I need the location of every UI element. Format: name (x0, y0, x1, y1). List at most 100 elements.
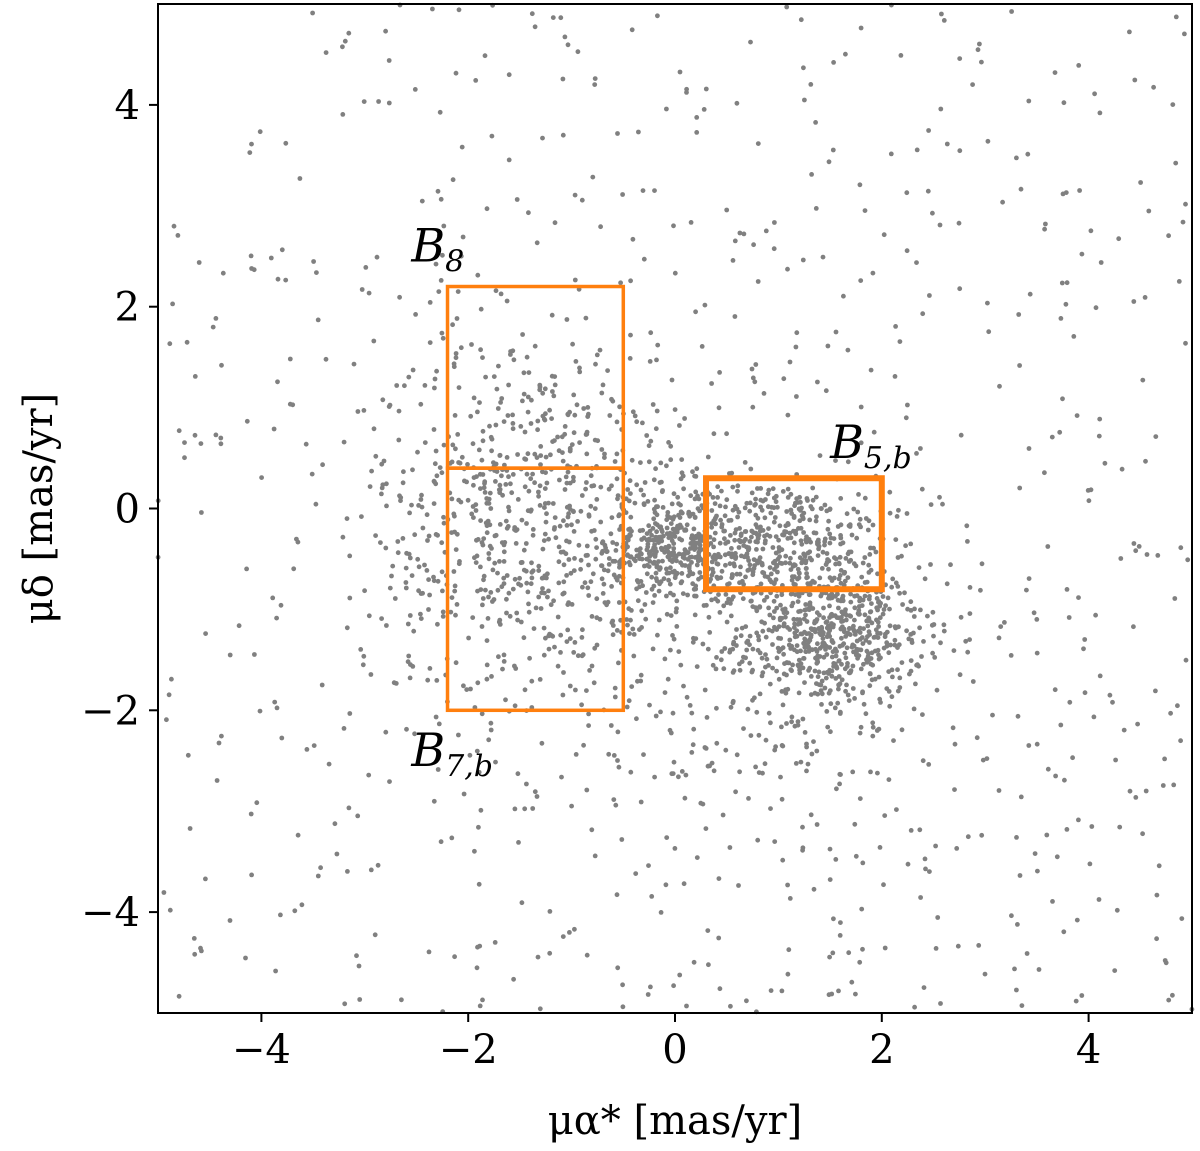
data-point (278, 912, 283, 918)
data-point (784, 672, 789, 678)
data-point (914, 451, 919, 456)
data-point (859, 906, 865, 912)
data-point (733, 789, 738, 795)
data-point (475, 680, 481, 686)
data-point (647, 554, 653, 559)
data-point (811, 530, 817, 536)
data-point (725, 582, 730, 587)
data-point (833, 857, 839, 862)
data-point (431, 427, 437, 432)
data-point (733, 551, 738, 556)
data-point (575, 519, 580, 524)
data-point (459, 144, 465, 150)
data-point (827, 507, 833, 512)
data-point (478, 518, 483, 523)
data-point (820, 254, 826, 260)
data-point (586, 593, 592, 598)
data-point (592, 506, 598, 511)
data-point (923, 866, 928, 872)
data-point (775, 504, 780, 510)
data-point (887, 606, 892, 612)
data-point (780, 532, 785, 538)
data-point (287, 401, 293, 407)
data-point (723, 504, 728, 510)
data-point (572, 192, 578, 198)
data-point (967, 585, 973, 590)
data-point (997, 383, 1002, 389)
data-point (744, 998, 749, 1004)
data-point (710, 554, 716, 560)
data-point (481, 573, 487, 579)
data-point (804, 539, 809, 545)
data-point (571, 392, 577, 398)
data-point (359, 514, 364, 519)
data-point (508, 481, 513, 487)
data-point (555, 614, 561, 620)
data-point (664, 525, 670, 531)
data-point (641, 501, 647, 507)
data-point (546, 536, 551, 542)
data-point (613, 802, 619, 808)
data-point (438, 839, 444, 845)
data-point (610, 623, 616, 628)
data-point (605, 568, 611, 574)
data-point (363, 265, 369, 270)
data-point (477, 400, 482, 405)
data-point (1064, 280, 1070, 286)
data-point (690, 469, 695, 475)
data-point (435, 578, 441, 584)
data-point (827, 846, 833, 852)
data-point (975, 47, 981, 53)
data-point (542, 486, 548, 491)
data-point (808, 82, 814, 87)
data-point (681, 881, 687, 887)
data-point (748, 733, 754, 738)
data-point (407, 510, 412, 516)
data-point (404, 726, 409, 732)
data-point (340, 112, 346, 117)
data-point (664, 566, 669, 572)
data-point (648, 984, 653, 990)
data-point (677, 69, 683, 75)
data-point (830, 147, 836, 153)
data-point (346, 30, 352, 36)
data-point (658, 460, 664, 466)
data-point (741, 654, 746, 660)
data-point (501, 659, 507, 664)
data-point (836, 658, 842, 664)
data-point (796, 657, 802, 663)
data-point (605, 368, 610, 373)
data-point (585, 405, 591, 410)
data-point (613, 575, 619, 580)
data-point (295, 832, 301, 838)
data-point (620, 982, 625, 988)
data-point (665, 549, 671, 554)
data-point (452, 583, 458, 589)
data-point (632, 413, 638, 419)
data-point (759, 507, 765, 513)
data-point (561, 590, 567, 596)
data-point (652, 510, 658, 515)
data-point (1014, 835, 1019, 840)
data-point (625, 622, 630, 628)
data-point (1112, 968, 1118, 973)
data-point (569, 602, 575, 607)
data-point (783, 614, 788, 620)
data-point (1127, 29, 1132, 35)
data-point (583, 486, 588, 492)
data-point (885, 595, 891, 601)
data-point (646, 443, 652, 449)
data-point (691, 726, 697, 732)
data-point (748, 39, 753, 45)
data-point (591, 483, 597, 489)
data-point (737, 769, 742, 775)
data-point (537, 1006, 543, 1012)
data-point (967, 637, 972, 642)
data-point (478, 807, 484, 813)
data-point (872, 676, 878, 682)
data-point (728, 533, 733, 538)
data-point (789, 714, 795, 720)
data-point (456, 460, 461, 465)
data-point (362, 588, 367, 594)
data-point (247, 150, 253, 156)
